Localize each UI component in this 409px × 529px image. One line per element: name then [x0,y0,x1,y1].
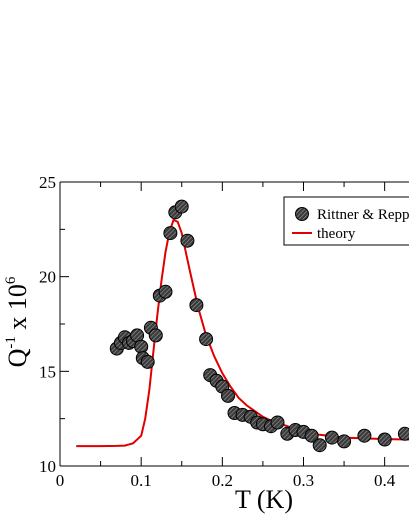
data-point-rittner [163,226,178,241]
data-point-rittner [180,233,195,248]
data-point-rittner [174,199,189,214]
data-point-rittner [221,388,235,403]
data-point-rittner [357,428,372,443]
legend-marker-rittner [295,207,309,221]
legend-marker-circle [295,207,309,221]
data-point-rittner [304,428,319,443]
x-tick-label: 0.1 [131,471,152,490]
x-tick-label: 0.4 [374,471,396,490]
y-axis-label-mid: x 10 [3,284,32,336]
y-axis: 10 15 20 25 [39,173,69,476]
x-axis-label: T (K) [235,485,293,514]
legend-label-rittner: Rittner & Repp [317,207,409,223]
data-point-rittner [148,328,163,343]
x-tick-label: 0.2 [212,471,233,490]
x-tick-label: 0.3 [293,471,314,490]
y-tick-label: 15 [39,362,56,381]
x-axis: 0 0.1 0.2 0.3 0.4 [56,182,396,490]
y-axis-label-main: Q [3,348,32,367]
data-point-rittner [397,426,409,441]
data-point-rittner [158,284,173,299]
data-point-rittner [337,434,352,449]
data-point-rittner [134,339,149,354]
data-point-rittner [199,332,214,347]
series-layer [76,199,409,453]
data-point-rittner [324,430,339,445]
data-point-rittner [140,354,155,369]
y-axis-label-exp: 6 [3,276,19,284]
x-tick-label: 0 [56,471,65,490]
legend-box [283,196,409,246]
y-tick-label: 25 [39,173,56,192]
data-point-rittner [270,415,285,430]
y-tick-label: 20 [39,268,56,287]
data-point-rittner [189,298,204,313]
y-tick-label: 10 [39,457,56,476]
y-axis-label-sup: -1 [3,336,19,349]
legend: Rittner & Repp theory [283,196,409,246]
data-point-rittner [377,432,392,447]
y-axis-label: Q-1 x 106 [3,276,32,367]
data-point-rittner [312,438,327,453]
legend-label-theory: theory [317,226,356,242]
